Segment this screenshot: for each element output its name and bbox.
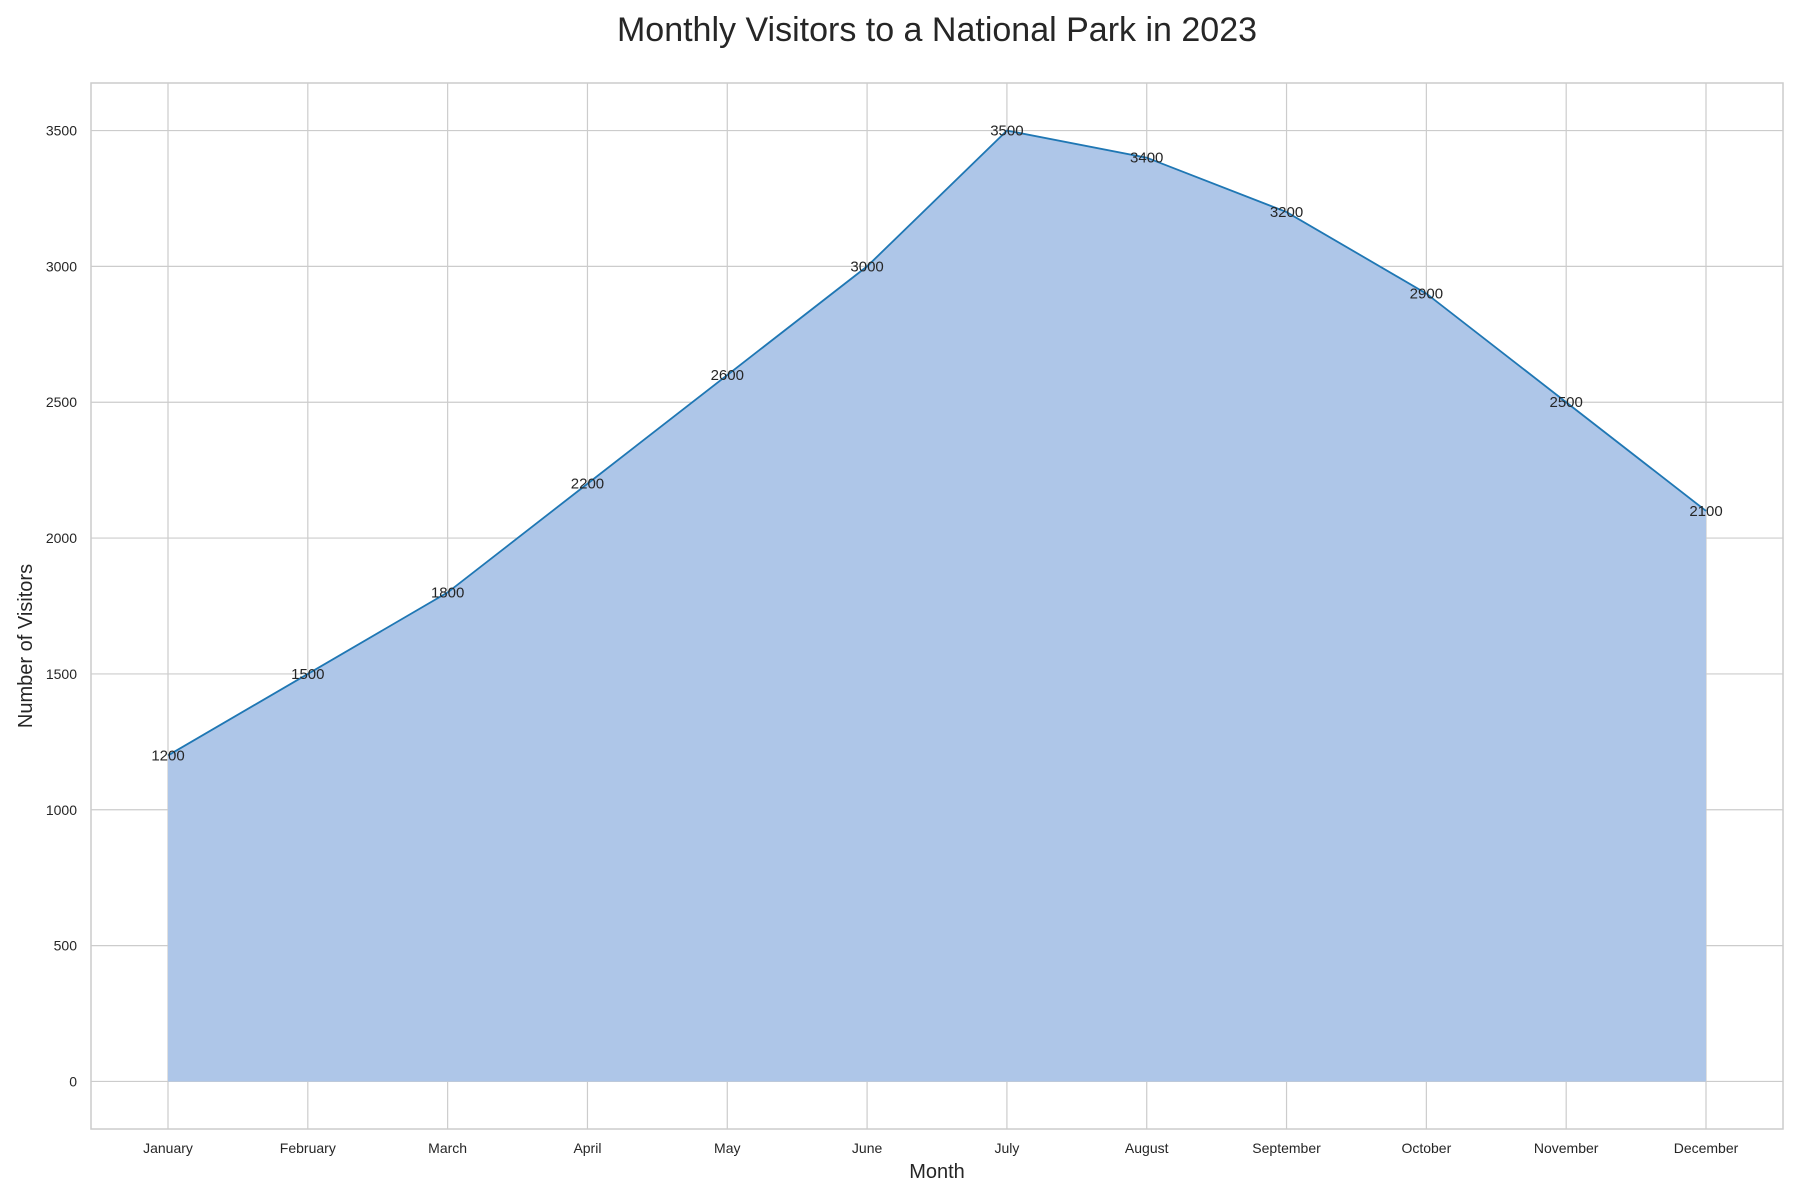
y-tick-label: 500 (54, 938, 78, 954)
x-tick-label: December (1674, 1140, 1739, 1156)
data-label: 3000 (850, 258, 883, 275)
data-label: 1500 (291, 666, 324, 683)
y-axis-label: Number of Visitors (15, 564, 37, 728)
y-tick-label: 1500 (46, 666, 77, 682)
x-axis-label: Month (909, 1161, 965, 1183)
data-labels: 1200 1500 1800 2200 2600 3000 3500 3400 3200 2900… (151, 123, 1722, 765)
data-label: 3200 (1270, 204, 1303, 221)
data-label: 1800 (431, 584, 464, 601)
y-axis-ticks: 0 500 1000 1500 2000 2500 3000 3500 (46, 123, 77, 1090)
data-label: 2600 (711, 367, 744, 384)
data-label: 2900 (1410, 286, 1443, 303)
x-tick-label: August (1125, 1140, 1169, 1156)
chart-title: Monthly Visitors to a National Park in 2… (617, 11, 1257, 49)
x-tick-label: January (143, 1140, 193, 1156)
series-line (167, 129, 1707, 757)
y-tick-label: 2500 (46, 394, 77, 410)
x-tick-label: July (994, 1140, 1019, 1156)
y-tick-label: 2000 (46, 530, 77, 546)
data-label: 1200 (151, 747, 184, 764)
y-tick-label: 0 (69, 1073, 77, 1089)
y-tick-label: 1000 (46, 802, 77, 818)
x-tick-label: March (428, 1140, 467, 1156)
x-tick-label: April (573, 1140, 601, 1156)
x-tick-label: June (852, 1140, 883, 1156)
data-label: 3400 (1130, 150, 1163, 167)
data-label: 2200 (571, 476, 604, 493)
data-label: 3500 (990, 123, 1023, 140)
x-tick-label: May (714, 1140, 740, 1156)
data-label: 2100 (1689, 503, 1722, 520)
x-tick-label: October (1401, 1140, 1451, 1156)
area-fill (168, 130, 1706, 1082)
data-label: 2500 (1549, 394, 1582, 411)
x-tick-label: November (1534, 1140, 1599, 1156)
x-tick-label: September (1252, 1140, 1321, 1156)
y-tick-label: 3000 (46, 258, 77, 274)
x-axis-ticks: January February March April May June July Augu… (143, 1140, 1739, 1156)
y-tick-label: 3500 (46, 123, 77, 139)
plot-frame (90, 82, 1784, 1130)
x-tick-label: February (280, 1140, 336, 1156)
